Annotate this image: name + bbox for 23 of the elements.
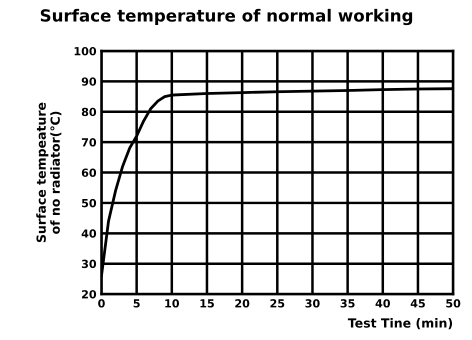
x-tick-label: 15 bbox=[200, 299, 214, 308]
y-tick-label: 90 bbox=[82, 77, 96, 86]
x-tick-label: 40 bbox=[376, 299, 390, 308]
y-tick-label: 80 bbox=[82, 108, 96, 116]
x-tick-label: 5 bbox=[134, 299, 140, 308]
x-tick-label: 20 bbox=[235, 299, 250, 308]
y-axis-title: Surface tempeature of no radiator(℃) bbox=[36, 102, 62, 242]
x-tick-label: 10 bbox=[165, 299, 180, 308]
y-tick-label: 20 bbox=[82, 290, 96, 298]
y-tick-label: 50 bbox=[82, 198, 96, 208]
x-tick-label: 25 bbox=[270, 299, 284, 308]
x-tick-label: 45 bbox=[410, 299, 425, 308]
y-tick-label: 60 bbox=[82, 168, 96, 177]
x-axis-title: Test Tine (min) bbox=[348, 318, 452, 330]
x-tick-label: 35 bbox=[340, 299, 355, 308]
x-tick-label: 0 bbox=[98, 299, 105, 308]
y-tick-label: 30 bbox=[82, 260, 96, 268]
y-tick-label: 70 bbox=[82, 138, 96, 147]
y-tick-label: 40 bbox=[82, 229, 96, 238]
x-tick-label: 50 bbox=[446, 299, 460, 308]
y-tick-label: 100 bbox=[74, 46, 96, 56]
chart-title: Surface temperature of normal working bbox=[40, 8, 412, 26]
x-tick-label: 30 bbox=[305, 299, 320, 308]
